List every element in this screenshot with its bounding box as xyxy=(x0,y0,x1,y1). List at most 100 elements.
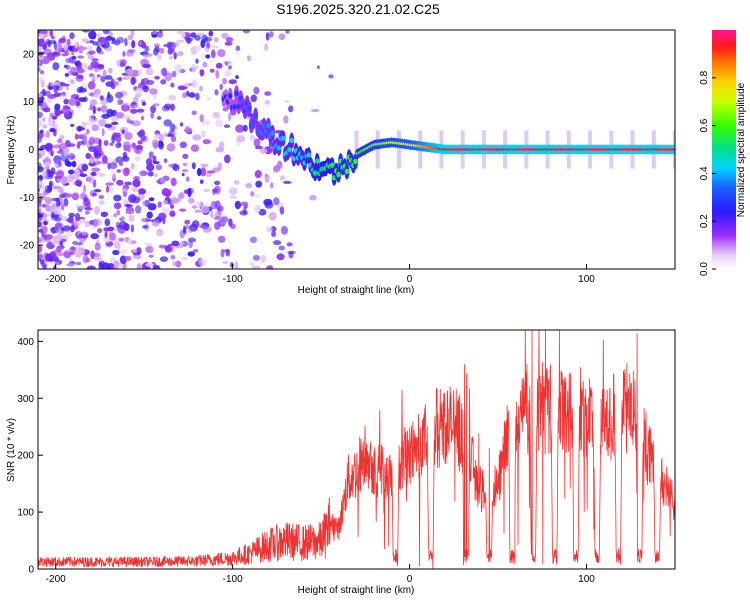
noise-speckle xyxy=(91,58,99,62)
noise-speckle xyxy=(120,59,127,67)
noise-speckle xyxy=(71,51,75,56)
noise-speckle xyxy=(88,175,95,184)
noise-speckle xyxy=(222,261,229,264)
spectrogram-ytick-label: -10 xyxy=(20,193,35,204)
noise-speckle xyxy=(93,88,101,95)
spectrogram-ytick-label: 20 xyxy=(23,49,35,60)
noise-speckle xyxy=(115,142,122,149)
noise-speckle xyxy=(38,197,42,203)
noise-speckle xyxy=(74,180,82,186)
noise-speckle xyxy=(52,185,61,190)
noise-speckle xyxy=(132,179,141,188)
noise-speckle xyxy=(138,69,142,76)
noise-speckle xyxy=(84,210,90,215)
noise-speckle xyxy=(90,233,99,240)
noise-speckle xyxy=(103,140,109,146)
noise-speckle xyxy=(143,53,149,58)
noise-speckle xyxy=(40,70,45,75)
noise-speckle xyxy=(279,206,285,215)
noise-speckle xyxy=(157,201,162,208)
noise-speckle xyxy=(106,185,110,193)
noise-speckle xyxy=(145,245,154,254)
noise-speckle xyxy=(38,45,42,52)
noise-speckle xyxy=(146,79,155,85)
noise-speckle xyxy=(88,92,95,97)
noise-speckle xyxy=(113,202,122,210)
noise-speckle xyxy=(70,123,75,127)
noise-speckle xyxy=(132,120,141,127)
noise-speckle xyxy=(259,148,268,154)
noise-speckle xyxy=(93,252,101,258)
noise-speckle xyxy=(65,193,73,198)
trace-point xyxy=(266,123,271,129)
noise-speckle xyxy=(133,176,140,181)
noise-speckle xyxy=(104,75,113,80)
noise-speckle xyxy=(187,251,195,257)
noise-speckle xyxy=(55,222,64,230)
noise-speckle xyxy=(144,242,153,246)
noise-speckle xyxy=(310,109,320,113)
noise-speckle xyxy=(202,61,208,68)
noise-speckle xyxy=(59,94,68,100)
noise-speckle xyxy=(165,246,173,253)
noise-speckle xyxy=(106,94,114,103)
noise-speckle xyxy=(49,112,55,118)
noise-speckle xyxy=(203,188,210,193)
noise-speckle xyxy=(176,169,180,173)
noise-speckle xyxy=(279,175,286,181)
noise-speckle xyxy=(234,261,239,269)
noise-speckle xyxy=(60,141,65,149)
noise-speckle xyxy=(116,209,121,216)
noise-speckle xyxy=(194,209,202,213)
noise-speckle xyxy=(205,54,211,59)
noise-speckle xyxy=(214,180,221,186)
noise-speckle xyxy=(41,101,47,108)
noise-speckle xyxy=(40,225,48,235)
noise-speckle xyxy=(42,117,46,122)
noise-speckle xyxy=(50,150,54,157)
noise-speckle xyxy=(199,69,205,77)
noise-speckle xyxy=(57,252,65,257)
noise-speckle xyxy=(159,256,169,262)
noise-speckle xyxy=(158,140,163,146)
noise-speckle xyxy=(243,30,250,34)
noise-speckle xyxy=(72,240,79,246)
noise-speckle xyxy=(52,144,61,149)
noise-speckle xyxy=(127,34,134,41)
noise-speckle xyxy=(264,99,270,105)
noise-speckle xyxy=(316,65,320,69)
noise-speckle xyxy=(222,77,227,85)
noise-speckle xyxy=(38,38,45,43)
noise-speckle xyxy=(77,55,85,59)
noise-speckle xyxy=(150,105,157,114)
noise-speckle xyxy=(156,116,162,120)
noise-speckle xyxy=(42,124,48,129)
noise-speckle xyxy=(97,107,102,112)
trace-point xyxy=(281,135,286,142)
noise-speckle xyxy=(263,198,273,206)
noise-speckle xyxy=(76,204,79,209)
noise-speckle xyxy=(250,191,255,197)
noise-speckle xyxy=(199,179,204,184)
noise-speckle xyxy=(99,37,106,44)
noise-speckle xyxy=(71,160,77,168)
noise-speckle xyxy=(230,262,234,268)
noise-speckle xyxy=(219,141,225,148)
noise-speckle xyxy=(162,200,169,205)
noise-speckle xyxy=(41,259,45,268)
noise-speckle xyxy=(38,213,44,218)
noise-speckle xyxy=(132,249,138,253)
spectrogram-ytick-label: -20 xyxy=(20,241,35,252)
noise-speckle xyxy=(82,254,89,264)
noise-speckle xyxy=(124,167,130,174)
noise-speckle xyxy=(201,34,208,44)
noise-speckle xyxy=(282,180,292,184)
noise-speckle xyxy=(73,218,82,227)
noise-speckle xyxy=(217,49,226,57)
noise-speckle xyxy=(45,161,51,167)
noise-speckle xyxy=(87,55,95,59)
noise-speckle xyxy=(194,35,201,41)
noise-speckle xyxy=(188,92,196,98)
noise-speckle xyxy=(264,174,270,183)
